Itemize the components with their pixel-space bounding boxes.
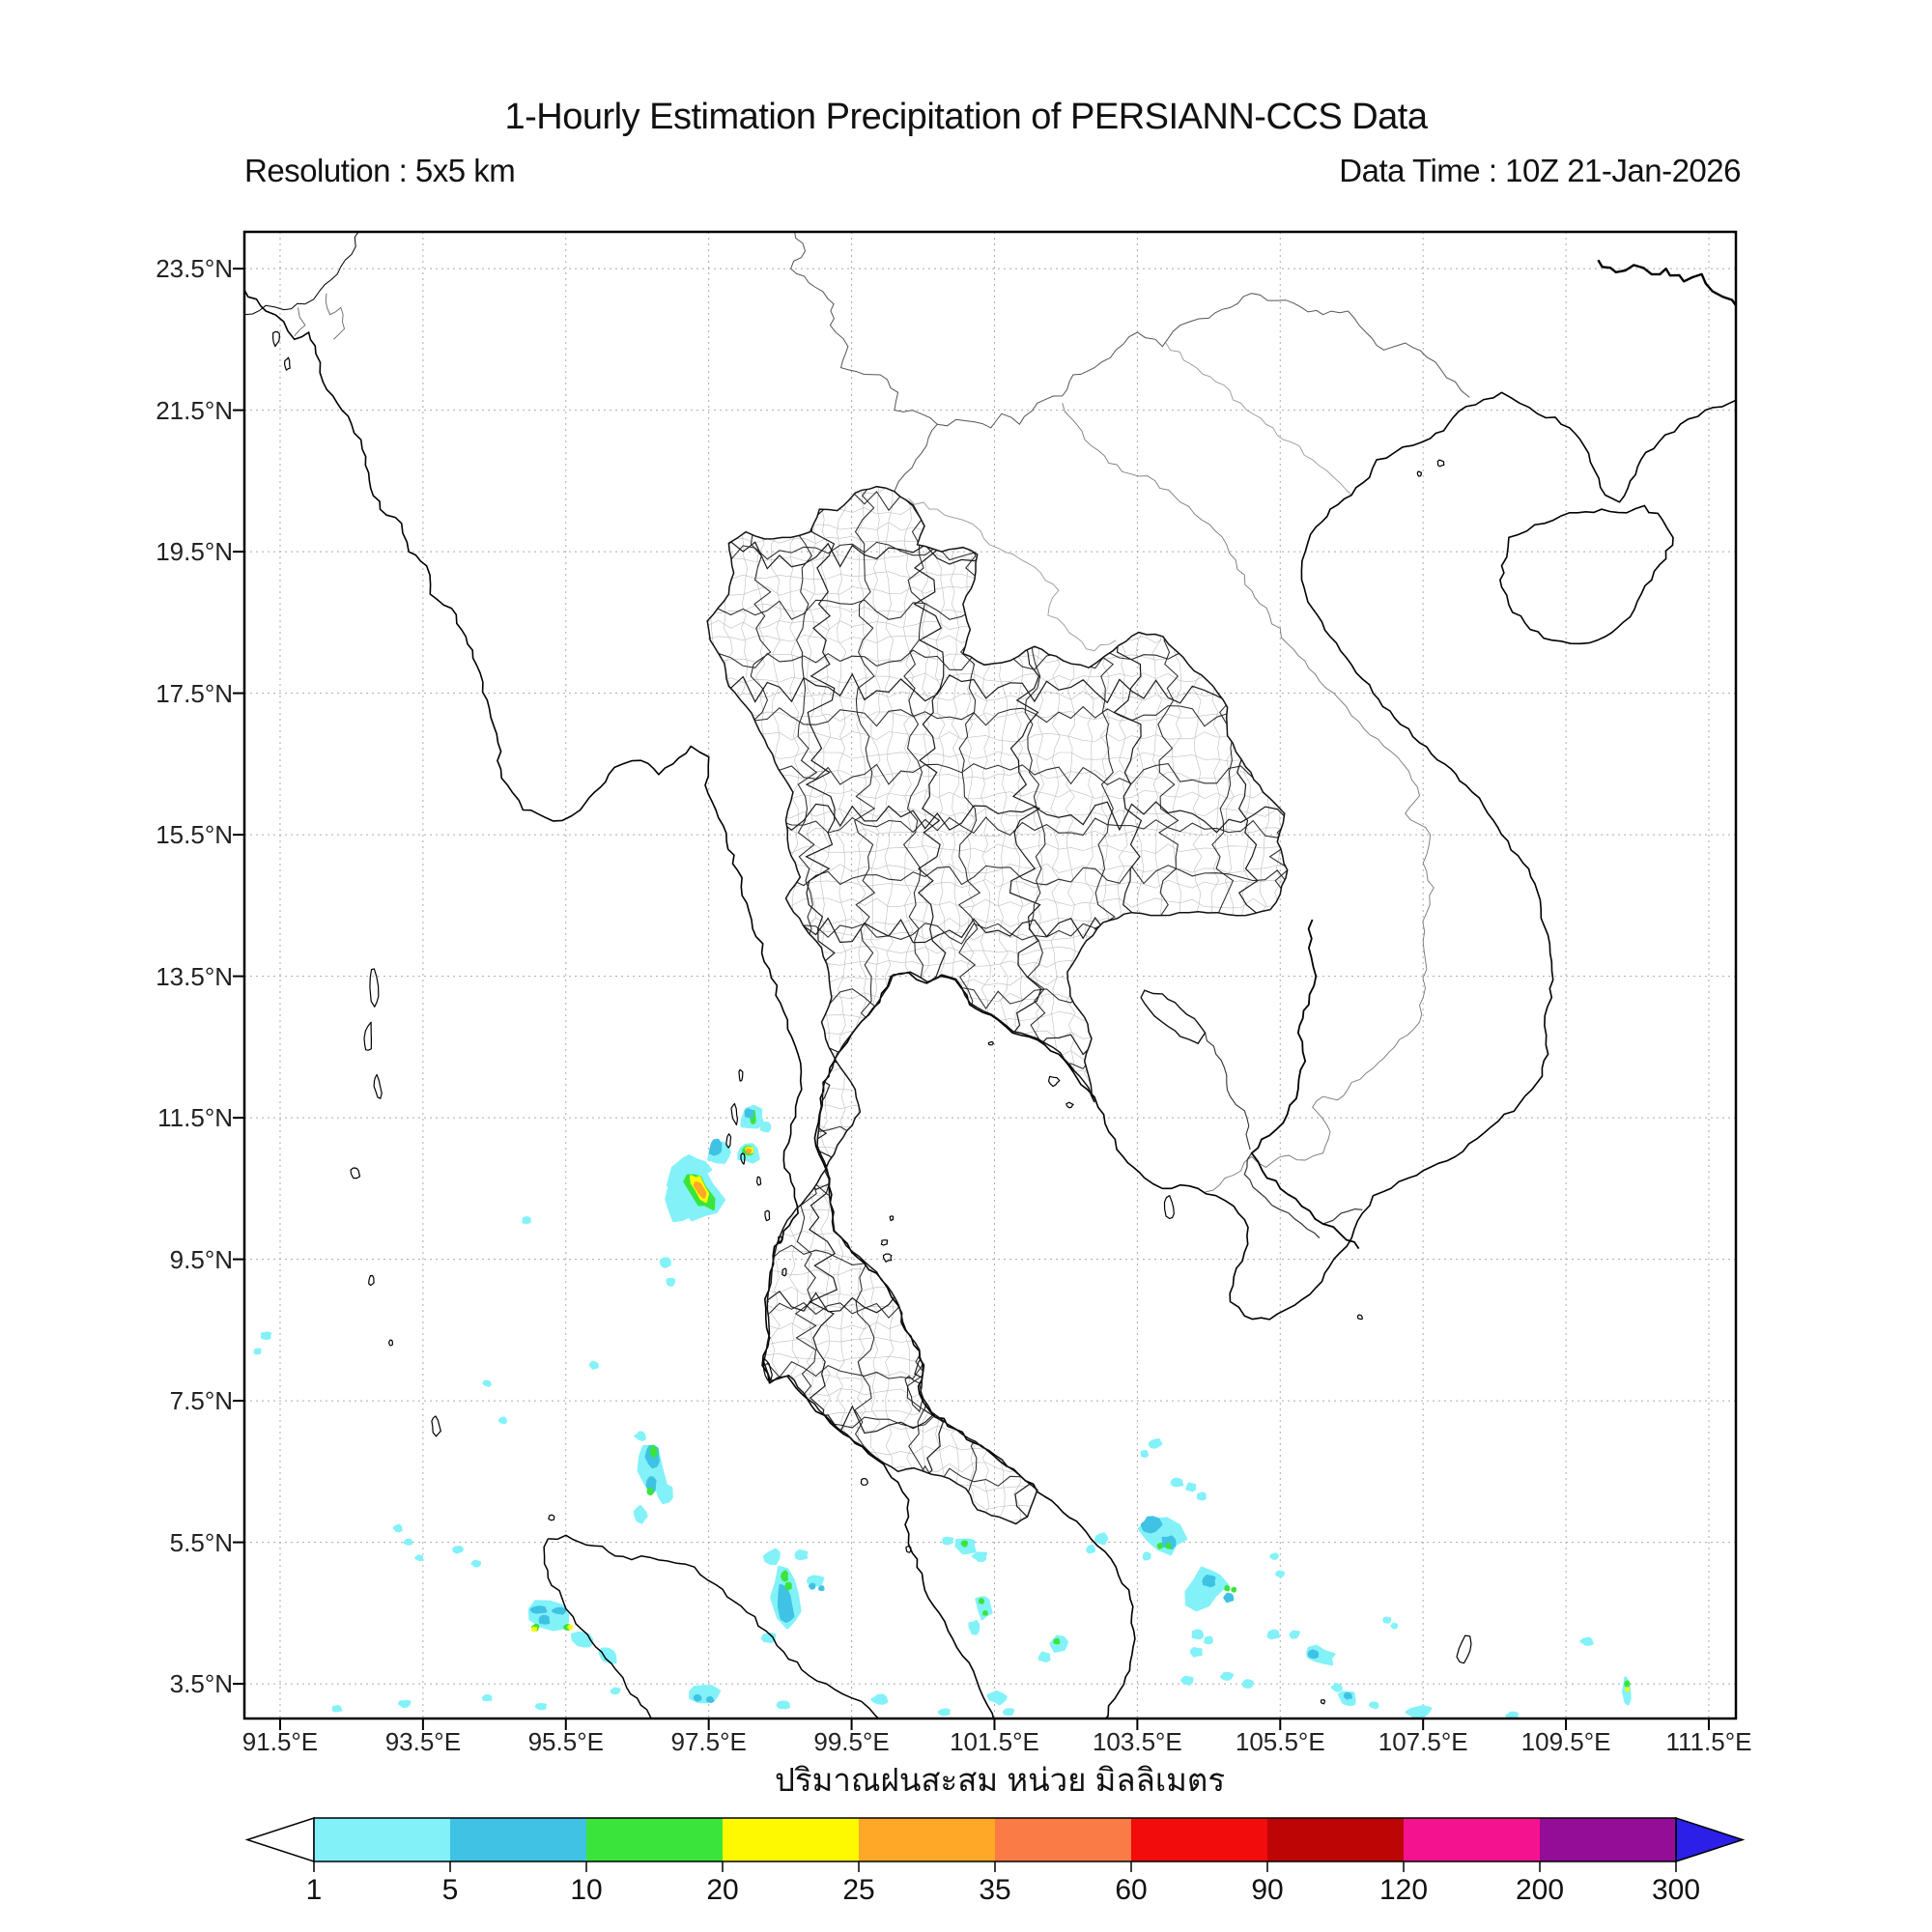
lon-tick-label: 93.5°E [384, 1727, 462, 1756]
lat-tick-label: 3.5°N [169, 1669, 233, 1699]
lon-tick-label: 97.5°E [670, 1727, 747, 1756]
lon-tick-label: 101.5°E [950, 1727, 1039, 1756]
colorbar-segment [859, 1818, 995, 1861]
colorbar-tick-label: 35 [979, 1874, 1011, 1906]
lat-tick-label: 11.5°N [157, 1103, 233, 1133]
colorbar-segment [995, 1818, 1131, 1861]
graticule-grid [244, 232, 1736, 1719]
colorbar-segment [1131, 1818, 1267, 1861]
colorbar-segment [314, 1818, 450, 1861]
lon-tick-label: 109.5°E [1520, 1727, 1611, 1756]
colorbar-tick-label: 200 [1515, 1874, 1565, 1906]
province-boundaries [707, 486, 1288, 1524]
colorbar-tick-label: 1 [305, 1874, 323, 1906]
lon-tick-label: 95.5°E [527, 1727, 604, 1756]
colorbar-segment [1540, 1818, 1676, 1861]
lat-tick-label: 21.5°N [156, 395, 233, 425]
lon-tick-label: 111.5°E [1665, 1727, 1752, 1756]
lat-tick-label: 5.5°N [169, 1527, 233, 1557]
lat-tick-label: 17.5°N [156, 678, 233, 708]
lon-tick-label: 103.5°E [1092, 1727, 1182, 1756]
colorbar-tick-label: 10 [570, 1874, 603, 1906]
lon-tick-label: 105.5°E [1235, 1727, 1325, 1756]
colorbar-tick-label: 20 [706, 1874, 739, 1906]
islands [272, 330, 1472, 1705]
colorbar-tick-label: 300 [1651, 1874, 1701, 1906]
colorbar-tick-label: 90 [1251, 1874, 1284, 1906]
country-borders [294, 232, 1470, 1239]
data-time-label: Data Time : 10Z 21-Jan-2026 [1339, 153, 1741, 188]
resolution-label: Resolution : 5x5 km [244, 153, 516, 188]
colorbar-tick-label: 120 [1378, 1874, 1429, 1906]
colorbar-segment [723, 1818, 859, 1861]
colorbar-tick-label: 25 [842, 1874, 875, 1906]
coastlines [244, 232, 1736, 1719]
colorbar-segment [586, 1818, 723, 1861]
lat-tick-label: 15.5°N [156, 820, 233, 850]
page-title: 1-Hourly Estimation Precipitation of PER… [504, 97, 1428, 137]
unit-label: ปริมาณฝนสะสม หน่วย มิลลิเมตร [774, 1762, 1226, 1798]
lat-tick-label: 9.5°N [169, 1244, 233, 1274]
colorbar-tick-label: 60 [1115, 1874, 1148, 1906]
precipitation-layer [253, 1104, 1632, 1719]
colorbar-legend [244, 1816, 1746, 1872]
colorbar-segment [450, 1818, 586, 1861]
lat-tick-label: 13.5°N [156, 961, 233, 991]
lon-tick-label: 91.5°E [242, 1727, 319, 1756]
plot-frame [233, 230, 1738, 1730]
district-boundaries [707, 486, 1288, 1524]
lat-tick-label: 7.5°N [169, 1386, 233, 1416]
colorbar-tick-label: 5 [441, 1874, 459, 1906]
lon-tick-label: 99.5°E [813, 1727, 890, 1756]
lat-tick-label: 19.5°N [156, 537, 233, 567]
lon-tick-label: 107.5°E [1378, 1727, 1468, 1756]
colorbar-segment [1267, 1818, 1404, 1861]
lat-tick-label: 23.5°N [156, 254, 233, 284]
colorbar-segment [1404, 1818, 1540, 1861]
